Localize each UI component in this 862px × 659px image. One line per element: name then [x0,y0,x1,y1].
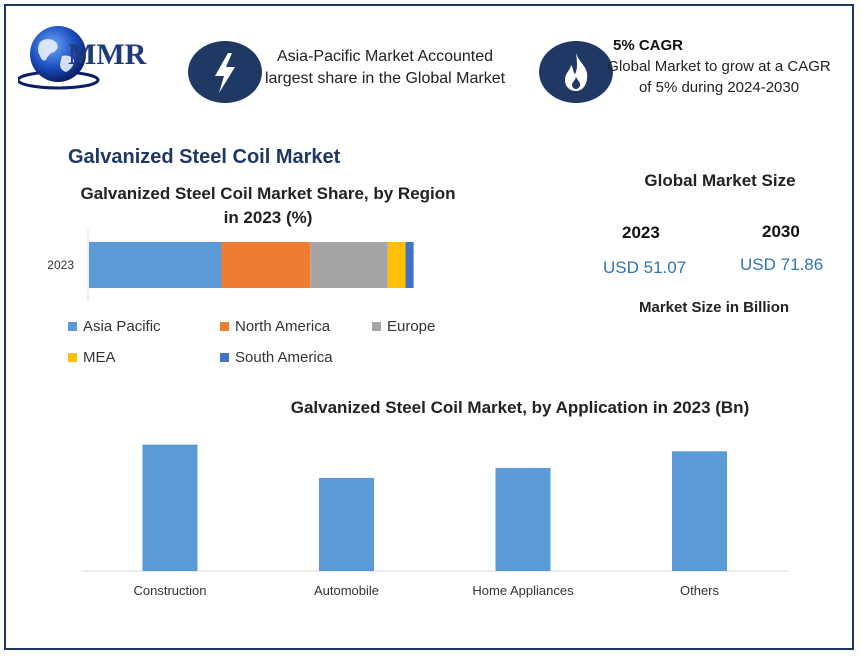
bar-europe [310,242,388,288]
year-2023-label: 2023 [622,223,660,242]
legend-swatch [68,321,77,331]
bar-others [672,451,727,571]
logo-text: MMR [68,38,147,71]
bar-asia-pacific [89,242,222,288]
main-title: Galvanized Steel Coil Market [68,146,341,168]
cagr-title: 5% CAGR [612,37,683,54]
lightning-badge [188,41,262,103]
infographic-frame [4,4,854,650]
global-market-size-title: Global Market Size [644,171,796,190]
bar-mea [387,242,406,288]
lightning-icon [215,53,235,93]
legend-item-mea: MEA [68,349,116,366]
legend-swatch [220,321,229,331]
year-2030-label: 2030 [762,222,800,241]
legend-swatch [68,352,77,362]
asia-pacific-info: Asia-Pacific Market Accounted largest sh… [264,48,506,87]
region-chart-title: Galvanized Steel Coil Market Share, by R… [80,184,456,227]
flame-badge [539,41,613,103]
market-value-2030: USD 71.86 [740,255,824,274]
bar-home-appliances [495,467,551,571]
application-chart: Construction Automobile Home Appliances Oth… [82,444,788,598]
bar-construction [142,444,198,571]
cagr-text: Global Market to grow at a CAGR of 5% du… [607,58,831,96]
legend-item-south-america: South America [220,349,333,366]
legend-item-europe: Europe [372,318,435,335]
bar-north-america [221,242,311,288]
application-chart-title: Galvanized Steel Coil Market, by Applica… [290,398,750,417]
mmr-logo [16,22,168,92]
region-category-label: 2023 [47,258,74,272]
legend-label: South America [235,349,333,366]
legend-swatch [372,321,381,331]
category-label: Automobile [314,583,379,598]
legend-item-north-america: North America [220,318,330,335]
legend-swatch [220,352,229,362]
legend-item-asia-pacific: Asia Pacific [68,318,161,335]
bar-south-america [405,242,414,288]
category-label: Construction [134,583,207,598]
legend-label: Asia Pacific [83,318,161,335]
region-share-chart: 2023 [47,230,414,300]
legend-label: MEA [83,349,116,366]
bar-automobile [319,477,374,571]
flame-icon [565,53,588,91]
category-label: Home Appliances [472,583,574,598]
legend-label: Europe [387,318,436,335]
market-size-unit-note: Market Size in Billion [638,299,790,316]
legend-label: North America [235,318,331,335]
market-value-2023: USD 51.07 [603,258,687,277]
globe-icon [16,26,100,90]
category-label: Others [680,583,720,598]
